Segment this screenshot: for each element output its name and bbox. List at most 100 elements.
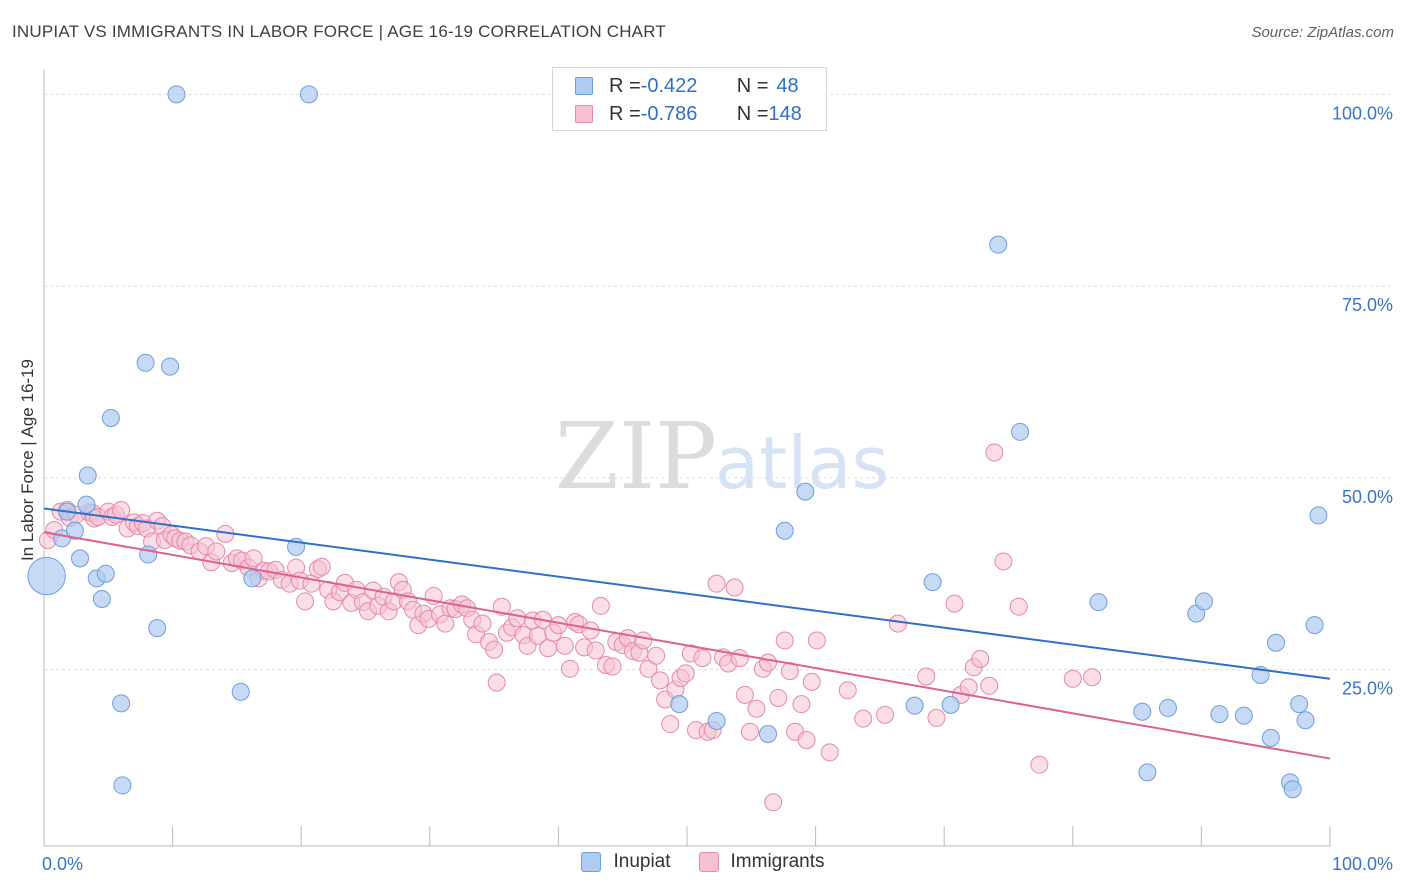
inupiat-point bbox=[101, 409, 120, 428]
immigrants-point bbox=[1009, 597, 1028, 616]
immigrants-point bbox=[693, 649, 712, 668]
y-tick-label: 50.0% bbox=[1342, 487, 1393, 507]
inupiat-point bbox=[1138, 763, 1157, 782]
inupiat-point bbox=[78, 466, 97, 485]
inupiat-point bbox=[1290, 695, 1309, 714]
legend-item-immigrants: Immigrants bbox=[698, 851, 825, 873]
x-tick-label: 0.0% bbox=[42, 854, 83, 874]
inupiat-point bbox=[989, 235, 1008, 254]
inupiat-point bbox=[1305, 616, 1324, 635]
immigrants-point bbox=[244, 549, 263, 568]
x-tick-label: 100.0% bbox=[1332, 854, 1393, 874]
inupiat-point bbox=[136, 353, 155, 372]
immigrants-point bbox=[775, 631, 794, 650]
y-tick-label: 75.0% bbox=[1342, 295, 1393, 315]
immigrants-point bbox=[971, 649, 990, 668]
stats-r-label: R = bbox=[609, 74, 641, 97]
immigrants-point bbox=[555, 636, 574, 655]
inupiat-point bbox=[96, 564, 115, 583]
inupiat-point bbox=[77, 495, 96, 514]
immigrants-point bbox=[927, 708, 946, 727]
y-tick-label: 100.0% bbox=[1332, 103, 1393, 123]
stats-swatch-inupiat bbox=[575, 77, 593, 95]
immigrants-point bbox=[586, 641, 605, 660]
inupiat-point bbox=[670, 695, 689, 714]
inupiat-point bbox=[92, 590, 111, 609]
immigrants-point bbox=[807, 631, 826, 650]
inupiat-point bbox=[1194, 592, 1213, 611]
immigrants-point bbox=[1063, 669, 1082, 688]
immigrants-point bbox=[802, 672, 821, 691]
inupiat-point bbox=[905, 696, 924, 715]
trend-lines bbox=[43, 507, 1331, 760]
inupiat-point bbox=[1011, 422, 1030, 441]
immigrants-point bbox=[436, 614, 455, 633]
legend-swatch-immigrants bbox=[698, 852, 719, 872]
inupiat-point bbox=[161, 357, 180, 376]
inupiat-point bbox=[148, 619, 167, 638]
immigrants-point bbox=[917, 667, 936, 686]
immigrants-point bbox=[945, 594, 964, 613]
tick-labels: 25.0% 50.0% 75.0% 100.0% 0.0% 100.0% bbox=[42, 103, 1393, 874]
immigrants-point bbox=[296, 592, 315, 611]
immigrants-point bbox=[820, 743, 839, 762]
immigrants-point bbox=[741, 722, 760, 741]
immigrants-point bbox=[707, 574, 726, 593]
immigrants-point bbox=[854, 709, 873, 728]
immigrants-point bbox=[647, 646, 666, 665]
immigrants-point bbox=[473, 614, 492, 633]
immigrants-point bbox=[591, 596, 610, 615]
inupiat-point bbox=[167, 85, 186, 104]
watermark: ZIP atlas bbox=[555, 403, 889, 510]
series-inupiat-points bbox=[27, 85, 1328, 799]
inupiat-point bbox=[27, 556, 66, 596]
inupiat-point bbox=[1234, 706, 1253, 725]
y-axis-label: In Labor Force | Age 16-19 bbox=[18, 359, 37, 561]
inupiat-point bbox=[1210, 705, 1229, 724]
immigrants-point bbox=[764, 793, 783, 812]
immigrants-point bbox=[487, 673, 506, 692]
legend-label-inupiat: Inupiat bbox=[613, 851, 671, 872]
immigrants-point bbox=[769, 688, 788, 707]
immigrants-point bbox=[980, 676, 999, 695]
immigrants-point bbox=[676, 664, 695, 683]
inupiat-point bbox=[1296, 711, 1315, 730]
inupiat-point bbox=[243, 569, 262, 588]
y-tick-label: 25.0% bbox=[1342, 679, 1393, 699]
inupiat-point bbox=[923, 573, 942, 592]
inupiat-point bbox=[1309, 506, 1328, 525]
inupiat-point bbox=[112, 694, 131, 713]
stats-n-value: 148 bbox=[768, 102, 802, 125]
immigrants-point bbox=[888, 614, 907, 633]
source-label: Source: ZipAtlas.com bbox=[1251, 24, 1394, 41]
stats-n-label: N = bbox=[736, 102, 769, 125]
immigrants-point bbox=[634, 631, 653, 650]
inupiat-point bbox=[941, 695, 960, 714]
immigrants-point bbox=[735, 685, 754, 704]
chart-title: INUPIAT VS IMMIGRANTS IN LABOR FORCE | A… bbox=[12, 22, 666, 41]
stats-r-value: -0.786 bbox=[640, 102, 698, 125]
stats-swatch-immigrants bbox=[575, 105, 593, 123]
immigrants-point bbox=[485, 640, 504, 659]
stats-r-label: R = bbox=[609, 102, 641, 125]
axes bbox=[43, 70, 1331, 847]
immigrants-point bbox=[792, 695, 811, 714]
immigrants-point bbox=[207, 542, 226, 561]
inupiat-point bbox=[775, 521, 794, 540]
immigrants-point bbox=[661, 715, 680, 734]
inupiat-point bbox=[113, 776, 132, 795]
immigrants-point bbox=[492, 597, 511, 616]
inupiat-point bbox=[796, 482, 815, 501]
immigrants-point bbox=[112, 501, 131, 520]
inupiat-point bbox=[1158, 698, 1177, 717]
inupiat-point bbox=[1266, 633, 1285, 652]
inupiat-point bbox=[1133, 702, 1152, 721]
immigrants-point bbox=[985, 443, 1004, 462]
immigrants-point bbox=[539, 639, 558, 658]
immigrants-point bbox=[549, 616, 568, 635]
inupiat-trend-line bbox=[43, 507, 1331, 680]
stats-row-inupiat: R = -0.422 N = 48 bbox=[575, 74, 799, 98]
stats-n-value: 48 bbox=[776, 74, 799, 97]
inupiat-point bbox=[759, 725, 778, 744]
